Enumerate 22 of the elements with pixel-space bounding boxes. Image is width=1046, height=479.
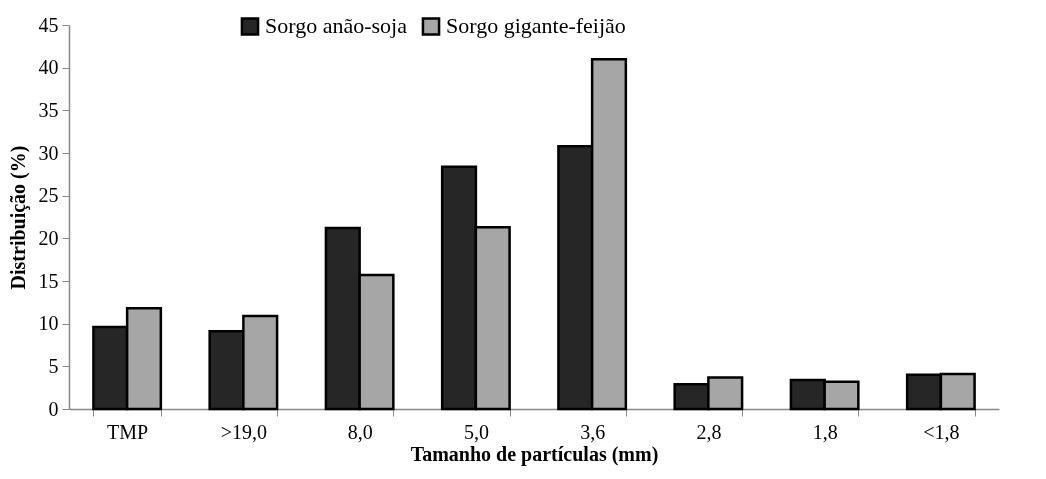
y-tick-label: 5	[48, 354, 59, 377]
y-tick-label: 10	[38, 312, 59, 335]
x-tick-label: 2,8	[696, 420, 722, 443]
x-tick-label: 3,6	[580, 420, 606, 443]
x-axis-title: Tamanho de partículas (mm)	[410, 442, 659, 466]
y-tick-label: 25	[38, 184, 59, 207]
x-tick-label: >19,0	[220, 420, 268, 443]
x-tick-label: 8,0	[347, 420, 373, 443]
y-tick-label: 35	[38, 98, 59, 121]
y-tick-label: 30	[38, 141, 59, 164]
y-tick-label: 15	[38, 269, 59, 292]
y-axis-title: Distribuição (%)	[6, 145, 30, 290]
legend-label: Sorgo anão-soja	[265, 13, 408, 39]
x-tick-label: <1,8	[923, 420, 960, 443]
legend-label: Sorgo gigante-feijão	[446, 13, 626, 39]
y-tick-label: 40	[38, 56, 59, 79]
y-tick-label: 0	[48, 397, 59, 420]
y-tick-label: 45	[38, 13, 59, 36]
x-tick-label: 5,0	[463, 420, 489, 443]
y-tick-label: 20	[38, 226, 59, 249]
x-tick-label: 1,8	[812, 420, 838, 443]
x-tick-label: TMP	[107, 420, 149, 443]
